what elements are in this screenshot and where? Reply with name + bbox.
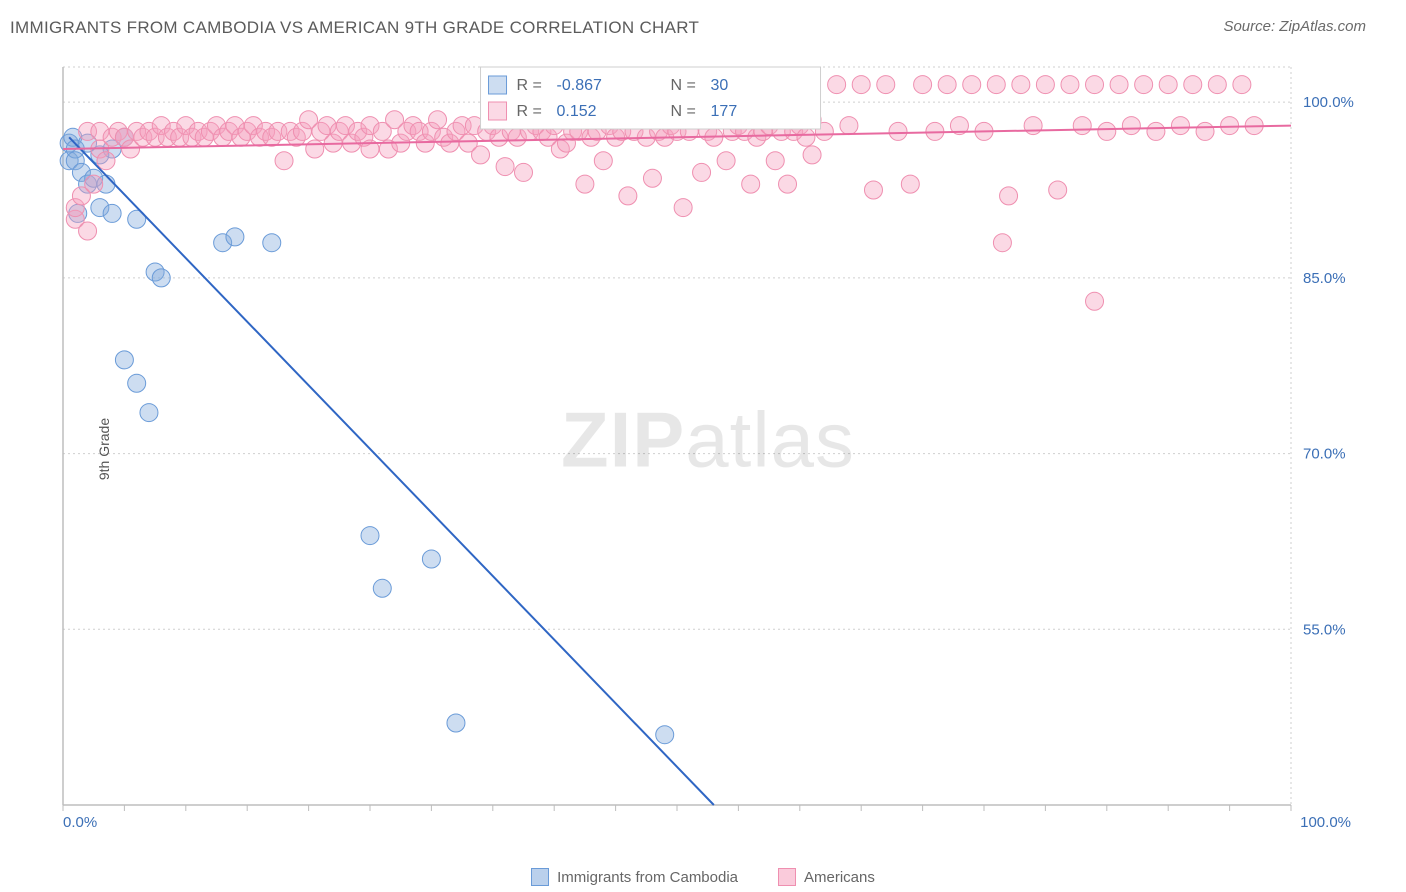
chart-source: Source: ZipAtlas.com xyxy=(1223,18,1366,35)
svg-text:N =: N = xyxy=(671,103,696,120)
svg-text:-0.867: -0.867 xyxy=(557,77,602,94)
legend-item-pink: Americans xyxy=(778,868,875,886)
scatter-svg: 55.0% 70.0% 85.0% 100.0% 0.0% 100.0% R = -0.867… xyxy=(55,65,1361,833)
legend-item-blue: Immigrants from Cambodia xyxy=(531,868,738,886)
legend-swatch-pink xyxy=(778,868,796,886)
legend-label-pink: Americans xyxy=(804,869,875,886)
legend-swatch-blue xyxy=(531,868,549,886)
y-axis-label: 9th Grade xyxy=(96,418,112,480)
chart-title: IMMIGRANTS FROM CAMBODIA VS AMERICAN 9TH… xyxy=(10,18,699,37)
legend-label-blue: Immigrants from Cambodia xyxy=(557,869,738,886)
svg-text:R =: R = xyxy=(517,77,542,94)
plot-area: 9th Grade ZIPatlas 55.0%70.0%85.0%100.0%… xyxy=(55,65,1361,833)
svg-text:100.0%: 100.0% xyxy=(1300,814,1351,831)
svg-text:R =: R = xyxy=(517,103,542,120)
legend: Immigrants from Cambodia Americans xyxy=(0,868,1406,886)
svg-text:0.0%: 0.0% xyxy=(63,814,97,831)
svg-text:55.0%: 55.0% xyxy=(1303,621,1346,638)
svg-text:85.0%: 85.0% xyxy=(1303,270,1346,287)
svg-text:177: 177 xyxy=(711,103,738,120)
svg-text:30: 30 xyxy=(711,77,729,94)
svg-text:N =: N = xyxy=(671,77,696,94)
svg-text:0.152: 0.152 xyxy=(557,103,597,120)
svg-text:100.0%: 100.0% xyxy=(1303,94,1354,111)
svg-text:70.0%: 70.0% xyxy=(1303,446,1346,463)
